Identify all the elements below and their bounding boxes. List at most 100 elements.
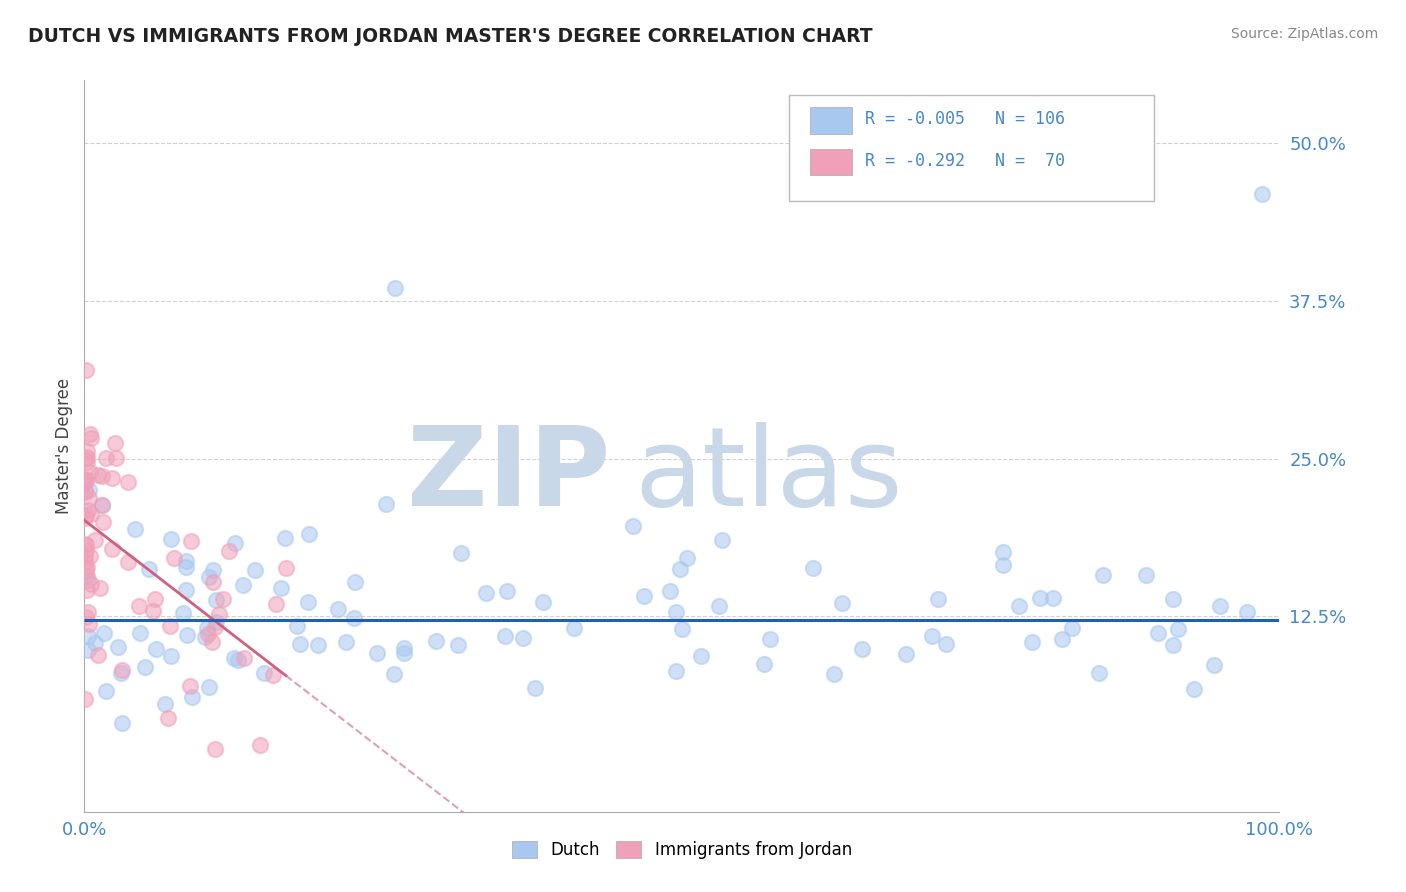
Point <box>86 648 108 663</box>
Point <box>176 628 198 642</box>
Point <box>675 551 697 566</box>
Point <box>73 549 96 564</box>
Point <box>851 641 873 656</box>
Point <box>87 468 110 483</box>
Point <box>831 596 853 610</box>
Point <box>73 475 96 489</box>
Point <box>80 507 103 521</box>
Point <box>425 633 447 648</box>
Point <box>211 591 233 606</box>
Point <box>90 498 112 512</box>
Point <box>79 483 101 497</box>
Point <box>201 634 224 648</box>
Point <box>163 551 186 566</box>
Point <box>159 619 181 633</box>
Point <box>77 616 100 631</box>
Point <box>524 681 547 695</box>
Point <box>79 549 101 563</box>
Point <box>375 497 398 511</box>
Point <box>1204 657 1226 672</box>
Point <box>174 560 197 574</box>
Point <box>709 599 731 614</box>
Point <box>194 631 217 645</box>
Point <box>1250 186 1272 201</box>
Point <box>143 592 166 607</box>
Point <box>117 475 139 490</box>
Point <box>384 281 406 295</box>
Point <box>1167 622 1189 636</box>
Point <box>621 519 644 533</box>
Point <box>75 484 97 499</box>
Point <box>326 601 349 615</box>
Point <box>73 472 96 486</box>
Point <box>392 646 415 660</box>
Point <box>76 569 98 583</box>
Point <box>84 533 107 547</box>
Point <box>494 629 516 643</box>
Point <box>208 607 231 621</box>
Point <box>90 469 112 483</box>
Point <box>665 605 688 619</box>
Point <box>823 667 845 681</box>
Point <box>228 653 250 667</box>
Point <box>752 657 775 671</box>
Point <box>264 597 287 611</box>
Point <box>198 680 221 694</box>
Point <box>197 627 219 641</box>
Point <box>382 666 405 681</box>
Point <box>73 485 96 500</box>
Point <box>1052 632 1074 646</box>
Point <box>80 576 103 591</box>
Point <box>84 636 107 650</box>
Point <box>117 555 139 569</box>
Point <box>142 604 165 618</box>
Point <box>77 605 100 619</box>
Point <box>174 582 197 597</box>
Point <box>447 639 470 653</box>
Text: R = -0.292   N =  70: R = -0.292 N = 70 <box>865 152 1064 169</box>
Point <box>274 531 297 545</box>
Point <box>76 455 98 469</box>
Text: DUTCH VS IMMIGRANTS FROM JORDAN MASTER'S DEGREE CORRELATION CHART: DUTCH VS IMMIGRANTS FROM JORDAN MASTER'S… <box>28 27 873 45</box>
Point <box>198 570 221 584</box>
Text: Source: ZipAtlas.com: Source: ZipAtlas.com <box>1230 27 1378 41</box>
Point <box>665 664 688 678</box>
Point <box>104 450 127 465</box>
Point <box>77 643 100 657</box>
Point <box>1029 591 1052 606</box>
Point <box>75 555 97 569</box>
Point <box>89 581 111 595</box>
Point <box>73 510 96 524</box>
Point <box>218 544 240 558</box>
Point <box>297 595 319 609</box>
Point <box>100 541 122 556</box>
Point <box>172 607 194 621</box>
Point <box>128 599 150 613</box>
Point <box>270 581 292 595</box>
Point <box>991 558 1014 573</box>
Point <box>274 561 297 575</box>
Point <box>77 491 100 505</box>
Point <box>335 635 357 649</box>
Point <box>91 515 114 529</box>
Point <box>450 546 472 560</box>
Point <box>1060 621 1083 635</box>
Point <box>531 595 554 609</box>
Point <box>1092 568 1115 582</box>
Point <box>75 538 97 552</box>
Point <box>759 632 782 647</box>
Point <box>1008 599 1031 613</box>
Point <box>1182 681 1205 696</box>
Point <box>288 637 311 651</box>
Point <box>76 582 98 597</box>
Point <box>76 560 98 574</box>
Point <box>1161 638 1184 652</box>
Point <box>1236 605 1258 619</box>
Point <box>138 562 160 576</box>
Point <box>935 637 957 651</box>
Point <box>245 563 267 577</box>
Point <box>1161 592 1184 607</box>
Point <box>195 622 218 636</box>
Point <box>111 716 134 731</box>
Point <box>671 622 693 636</box>
